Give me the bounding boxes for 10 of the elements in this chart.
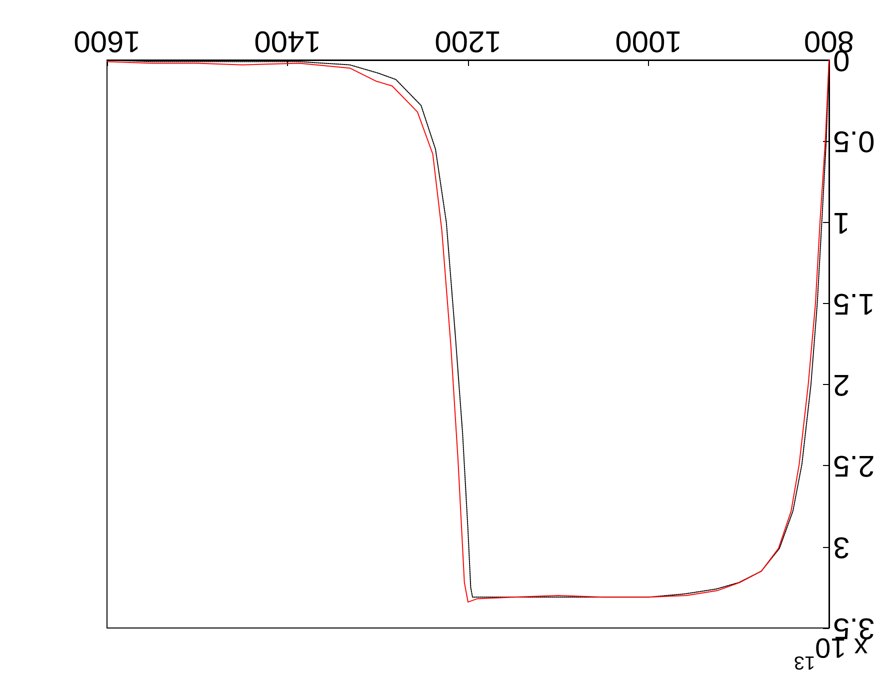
y-tick-label: 3 <box>833 530 850 564</box>
y-tick-label: 0.5 <box>833 124 875 158</box>
y-tick-label: 1 <box>833 206 850 239</box>
x-tick-label: 1600 <box>74 24 140 58</box>
x-tick-label: 1200 <box>434 24 502 58</box>
x-tick-label: 1400 <box>254 24 321 58</box>
y-tick-label: 2.5 <box>833 449 875 482</box>
y-tick-label: 1.5 <box>833 286 875 320</box>
x-tick-label: 1000 <box>615 24 682 58</box>
y-tick-label: 2 <box>833 368 850 402</box>
